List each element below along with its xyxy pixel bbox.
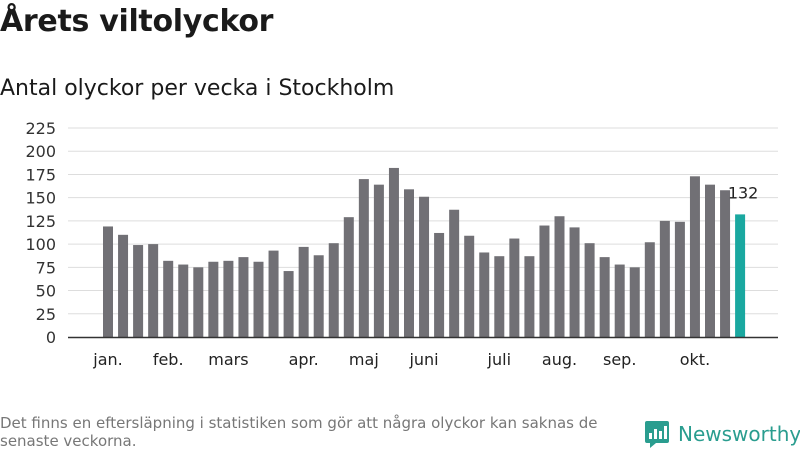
y-tick-label: 125 <box>25 212 56 231</box>
bar <box>193 267 204 337</box>
x-month-label: sep. <box>603 350 636 369</box>
x-month-label: mars <box>208 350 248 369</box>
bar <box>674 221 685 337</box>
bar <box>358 179 369 337</box>
bar <box>689 176 700 337</box>
bar <box>313 255 324 337</box>
bar <box>644 242 655 337</box>
y-tick-label: 75 <box>36 258 56 277</box>
y-tick-label: 50 <box>36 282 56 301</box>
chart-title: Årets viltolyckor <box>0 4 274 39</box>
bar <box>614 264 625 337</box>
bar <box>148 244 159 337</box>
y-axis-tick-labels: 0 25 50 75 100 125 150 175 200 225 <box>25 119 56 347</box>
highlight-value-label: 132 <box>728 183 759 202</box>
bar <box>133 245 144 337</box>
bar <box>599 257 610 337</box>
brand-logo: Newsworthy <box>644 418 800 450</box>
y-tick-label: 100 <box>25 235 56 254</box>
bar <box>464 235 475 337</box>
y-tick-label: 25 <box>36 305 56 324</box>
bar <box>103 226 113 337</box>
bar <box>419 196 430 337</box>
bar <box>238 257 249 337</box>
x-month-label: jan. <box>92 350 122 369</box>
x-month-label: juli <box>487 350 511 369</box>
bar <box>283 271 294 337</box>
bar <box>208 261 219 337</box>
y-tick-label: 175 <box>25 165 56 184</box>
x-month-label: okt. <box>680 350 710 369</box>
bar <box>554 216 565 337</box>
bar <box>343 217 354 337</box>
bar <box>509 238 520 337</box>
bar <box>253 261 264 337</box>
bars <box>103 167 746 337</box>
bar <box>629 267 640 337</box>
bar <box>298 246 309 337</box>
y-tick-label: 0 <box>46 328 56 347</box>
brand-name: Newsworthy <box>678 422 800 446</box>
bar-highlight <box>735 214 746 337</box>
bar <box>118 234 129 337</box>
bar <box>539 225 550 337</box>
newsworthy-logo-icon <box>645 421 669 448</box>
bar <box>434 232 445 337</box>
y-tick-label: 225 <box>25 119 56 138</box>
chart-subtitle: Antal olyckor per vecka i Stockholm <box>0 76 395 101</box>
bar <box>569 227 580 337</box>
x-month-label: maj <box>349 350 379 369</box>
bar <box>373 184 384 337</box>
bar <box>449 209 460 337</box>
x-month-label: apr. <box>289 350 319 369</box>
x-month-label: aug. <box>542 350 577 369</box>
bar-chart: 0 25 50 75 100 125 150 175 200 225 jan. feb. mars ap… <box>25 119 778 369</box>
bar <box>328 243 339 337</box>
x-month-label: juni <box>408 350 438 369</box>
bar <box>404 189 414 337</box>
x-axis-month-labels: jan. feb. mars apr. maj juni juli aug. sep. okt. <box>92 350 710 369</box>
bar <box>388 167 399 337</box>
bar <box>584 243 595 337</box>
bar <box>163 260 174 337</box>
bar <box>705 184 715 337</box>
y-tick-label: 200 <box>25 142 56 161</box>
bar <box>223 260 234 337</box>
bar <box>268 250 279 337</box>
footnote: Det finns en eftersläpning i statistiken… <box>0 414 598 450</box>
bar <box>720 190 731 337</box>
bar <box>178 264 189 337</box>
bar <box>524 256 535 337</box>
y-tick-label: 150 <box>25 189 56 208</box>
annotations: 132 <box>728 183 759 202</box>
bar <box>659 220 670 337</box>
bar <box>494 256 505 337</box>
x-month-label: feb. <box>153 350 184 369</box>
bar <box>479 252 490 337</box>
